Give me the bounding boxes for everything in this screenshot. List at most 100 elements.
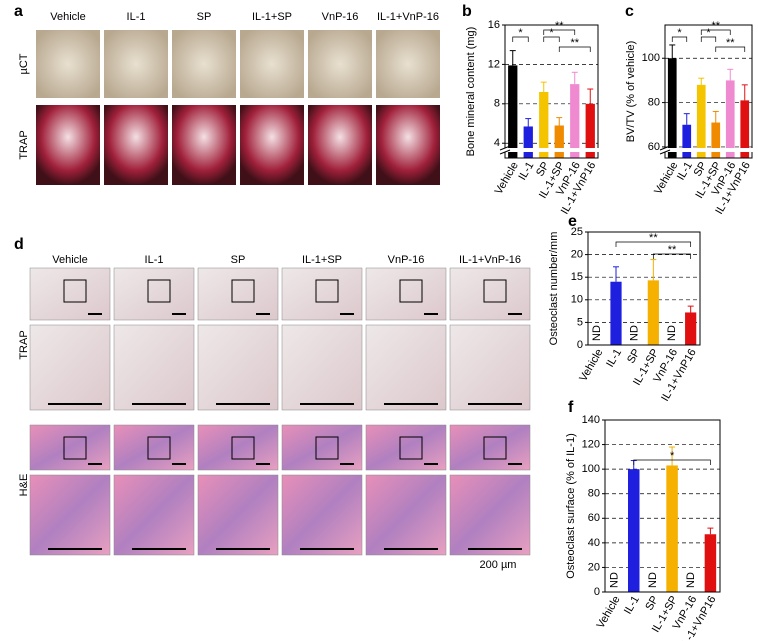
column-label: IL-1+SP xyxy=(302,254,342,266)
axis-break xyxy=(659,149,671,155)
x-tick-label: Vehicle xyxy=(595,594,623,631)
significance-label: * xyxy=(706,27,711,39)
significance-bracket xyxy=(652,253,692,259)
y-tick-label: 0 xyxy=(594,586,600,598)
y-tick-label: 15 xyxy=(571,271,583,283)
significance-bracket xyxy=(543,36,560,42)
y-tick-label: 0 xyxy=(577,339,583,351)
y-tick-label: 25 xyxy=(571,226,583,238)
y-tick-label: 12 xyxy=(488,58,500,70)
y-tick-label: 100 xyxy=(642,52,660,64)
photo xyxy=(197,474,279,556)
column-label: Vehicle xyxy=(50,11,85,23)
plot-frame xyxy=(504,24,599,159)
column-label: IL-1+VnP-16 xyxy=(377,11,439,23)
photo xyxy=(376,30,440,98)
photo xyxy=(197,324,279,411)
panel-label: b xyxy=(462,3,472,20)
panel-label: f xyxy=(568,399,574,416)
photo xyxy=(281,324,363,411)
y-tick-label: 16 xyxy=(488,19,500,31)
value-label: ND xyxy=(591,325,603,341)
photo xyxy=(449,474,531,556)
y-axis-label: Bone mineral content (mg) xyxy=(465,27,477,157)
y-tick-label: 80 xyxy=(588,488,600,500)
value-label: ND xyxy=(629,325,641,341)
value-label: ND xyxy=(608,572,620,588)
scale-bar-label: 200 µm xyxy=(480,559,517,571)
photo xyxy=(281,424,363,471)
significance-bracket xyxy=(615,241,692,247)
y-tick-label: 140 xyxy=(582,414,600,426)
bar xyxy=(585,103,595,158)
value-label: ND xyxy=(666,325,678,341)
column-label: Vehicle xyxy=(52,254,87,266)
x-tick-label: Vehicle xyxy=(652,160,680,197)
significance-label: ** xyxy=(555,20,564,32)
significance-bracket xyxy=(633,459,711,465)
photo xyxy=(365,324,447,411)
panel-label: c xyxy=(625,3,634,20)
y-tick-label: 100 xyxy=(582,463,600,475)
y-axis-label: Osteoclast surface (% of IL-1) xyxy=(565,433,577,579)
inset-box xyxy=(231,436,255,460)
y-tick-label: 20 xyxy=(571,249,583,261)
x-tick-label: IL-1 xyxy=(622,594,642,616)
axis-break-gap xyxy=(500,148,603,152)
photo xyxy=(376,105,440,185)
photo xyxy=(29,324,111,411)
axis-break xyxy=(659,145,671,151)
column-label: IL-1+SP xyxy=(252,11,292,23)
y-tick-label: 20 xyxy=(588,561,600,573)
photo xyxy=(449,267,531,321)
row-label: TRAP xyxy=(18,130,30,159)
column-label: IL-1+VnP-16 xyxy=(459,254,521,266)
axis-break xyxy=(499,149,511,155)
value-label: ND xyxy=(647,572,659,588)
y-tick-label: 80 xyxy=(648,96,660,108)
significance-label: ** xyxy=(711,20,720,32)
inset-box xyxy=(483,279,507,303)
column-label: SP xyxy=(197,11,212,23)
photo xyxy=(281,474,363,556)
column-label: IL-1 xyxy=(145,254,164,266)
bar xyxy=(628,469,640,592)
photo xyxy=(281,267,363,321)
row-label: µCT xyxy=(18,53,30,74)
x-tick-label: SP xyxy=(643,594,661,613)
inset-box xyxy=(315,436,339,460)
significance-label: ** xyxy=(726,37,735,49)
y-tick-label: 40 xyxy=(588,537,600,549)
inset-box xyxy=(399,436,423,460)
bar xyxy=(696,84,706,158)
y-tick-label: 8 xyxy=(494,98,500,110)
panel-label: a xyxy=(14,3,23,20)
significance-label: * xyxy=(677,27,682,39)
x-tick-label: IL-1 xyxy=(604,347,624,369)
significance-bracket xyxy=(700,29,731,35)
axis-break-gap xyxy=(660,148,757,152)
photo xyxy=(197,424,279,471)
x-tick-label: SP xyxy=(625,347,643,366)
bar xyxy=(523,126,533,158)
y-axis-label: BV/TV (% of vehicle) xyxy=(625,41,637,142)
bar xyxy=(647,280,659,345)
inset-box xyxy=(315,279,339,303)
photo xyxy=(308,105,372,185)
axis-break xyxy=(499,145,511,151)
x-tick-label: IL-1 xyxy=(516,160,536,182)
y-tick-label: 10 xyxy=(571,294,583,306)
y-tick-label: 5 xyxy=(577,316,583,328)
y-tick-label: 60 xyxy=(648,141,660,153)
significance-label: ** xyxy=(668,244,677,256)
photo xyxy=(172,30,236,98)
bar xyxy=(667,58,677,158)
photo xyxy=(36,30,100,98)
bar xyxy=(704,534,717,592)
inset-box xyxy=(231,279,255,303)
column-label: VnP-16 xyxy=(322,11,359,23)
significance-label: * xyxy=(518,27,523,39)
row-label: TRAP xyxy=(18,330,30,359)
column-label: SP xyxy=(231,254,246,266)
